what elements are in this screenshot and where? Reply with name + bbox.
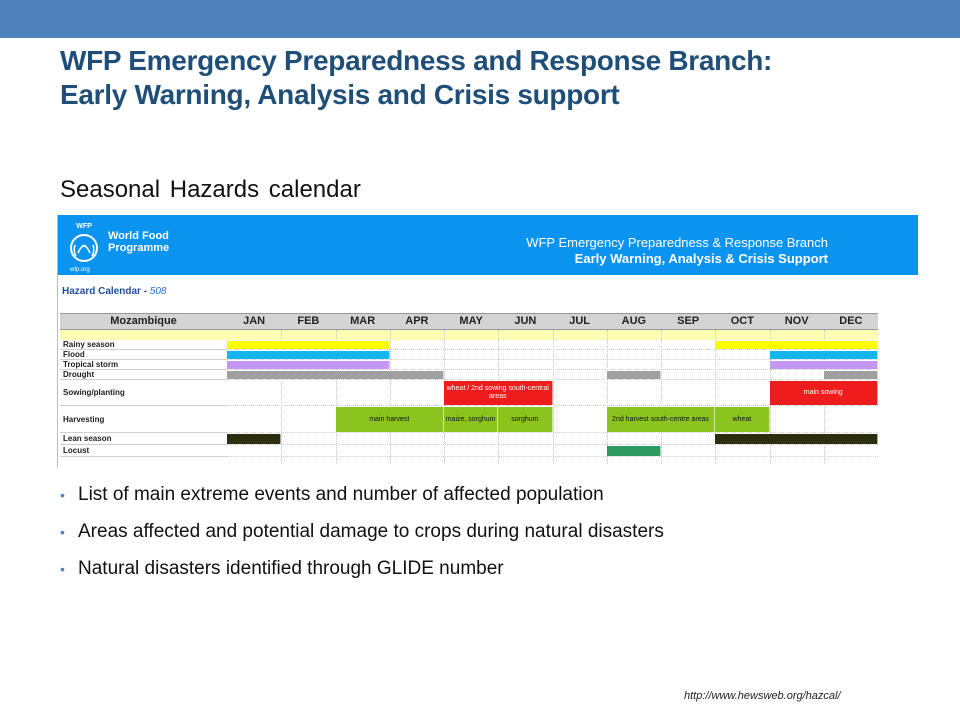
highlight-strip: [60, 330, 878, 340]
month-divider: [715, 330, 717, 464]
row-line: [227, 433, 878, 445]
bullet-dot-icon: •: [60, 561, 65, 577]
month-divider: [552, 330, 554, 464]
row-label-flood: Flood: [60, 350, 227, 360]
calendar-header-row: Mozambique JAN FEB MAR APR MAY JUN JUL AUG SEP OC…: [60, 313, 878, 330]
banner-title: WFP Emergency Preparedness & Response Br…: [526, 235, 828, 250]
row-label-lean-season: Lean season: [60, 433, 227, 445]
month-header-feb: FEB: [297, 315, 320, 327]
row-line: [227, 360, 878, 370]
hazard-bar-tropical-storm: [227, 361, 390, 369]
hazard-bar-harvesting: maize, sorghum: [444, 407, 499, 432]
slide-title-line-1: WFP Emergency Preparedness and Response …: [60, 45, 773, 76]
row-line: [227, 406, 878, 433]
bullet-text: List of main extreme events and number o…: [78, 484, 604, 505]
row-label-locust: Locust: [60, 445, 227, 457]
hazard-bar-sowing-planting: main sowing: [769, 381, 878, 405]
hazard-bar-lean-season: [715, 434, 878, 444]
bullet-text: Natural disasters identified through GLI…: [78, 558, 504, 579]
hazard-calendar-code: 508: [149, 286, 167, 297]
bullet-list: • List of main extreme events and number …: [60, 482, 940, 593]
month-header-sep: SEP: [677, 315, 700, 327]
hazard-bar-harvesting: wheat: [715, 407, 770, 432]
month-header-apr: APR: [405, 315, 429, 327]
banner-subtitle: Early Warning, Analysis & Crisis Support: [574, 251, 828, 266]
bullet-item: • Natural disasters identified through GL…: [60, 556, 940, 593]
wfp-logo-icon: WFP: [70, 223, 98, 262]
hazard-bar-harvesting: main harvest: [335, 407, 444, 432]
country-header: Mozambique: [110, 315, 177, 327]
hazard-bar-locust: [606, 446, 661, 456]
row-line: [227, 380, 878, 406]
row-line: [227, 350, 878, 360]
hazard-calendar-image: WFP World Food Programme wfp.org WFP Eme…: [57, 215, 918, 468]
bullet-item: • Areas affected and potential damage to …: [60, 519, 940, 556]
logo-line-1: World Food: [108, 230, 169, 242]
hazard-bar-drought: [823, 371, 878, 379]
hazard-bar-harvesting: 2nd harvest south-centre areas: [606, 407, 716, 432]
month-header-mar: MAR: [350, 315, 376, 327]
hazard-bar-lean-season: [227, 434, 282, 444]
slide-subtitle: Seasonal Hazards calendar: [60, 176, 361, 203]
slide-title: WFP Emergency Preparedness and Response …: [60, 44, 940, 112]
hazard-bar-rainy-season: [715, 341, 878, 349]
logo-wordmark: World Food Programme: [108, 230, 169, 254]
month-header-may: MAY: [459, 315, 483, 327]
row-label-sowing-planting: Sowing/planting: [60, 380, 227, 406]
slide-title-line-2: Early Warning, Analysis and Crisis suppo…: [60, 79, 620, 110]
month-divider: [389, 330, 391, 464]
month-header-dec: DEC: [839, 315, 863, 327]
row-label-rainy-season: Rainy season: [60, 340, 227, 350]
hazard-bar-drought: [606, 371, 661, 379]
hazard-bar-flood: [227, 351, 390, 359]
month-header-oct: OCT: [730, 315, 754, 327]
month-header-jul: JUL: [569, 315, 591, 327]
bullet-text: Areas affected and potential damage to c…: [78, 521, 664, 542]
bullet-dot-icon: •: [60, 487, 65, 503]
row-line: [227, 445, 878, 457]
month-header-jan: JAN: [243, 315, 266, 327]
logo-line-2: Programme: [108, 242, 170, 254]
calendar-banner: WFP World Food Programme wfp.org WFP Eme…: [58, 215, 918, 275]
hazard-bar-tropical-storm: [769, 361, 878, 369]
hazard-bar-sowing-planting: wheat / 2nd sowing south-central areas: [444, 381, 553, 405]
month-divider: [661, 330, 662, 464]
hazard-calendar-label: Hazard Calendar - 508: [62, 286, 167, 297]
hazard-bar-flood: [769, 351, 878, 359]
month-divider: [335, 330, 337, 464]
hazard-bar-rainy-season: [227, 341, 390, 349]
row-line: [227, 340, 878, 350]
logo-wfp-text: WFP: [76, 223, 92, 230]
month-header-jun: JUN: [514, 315, 537, 327]
source-url-link[interactable]: http://www.hewsweb.org/hazcal/: [684, 690, 841, 702]
month-header-aug: AUG: [621, 315, 647, 327]
month-header-nov: NOV: [784, 315, 809, 327]
top-accent-bar: [0, 0, 960, 38]
hazard-calendar-label-text: Hazard Calendar -: [62, 286, 150, 297]
row-label-drought: Drought: [60, 370, 227, 380]
month-divider: [281, 330, 283, 464]
bullet-dot-icon: •: [60, 524, 65, 540]
row-label-tropical-storm: Tropical storm: [60, 360, 227, 370]
hazard-bar-drought: [227, 371, 444, 379]
row-line: [227, 370, 878, 380]
row-label-harvesting: Harvesting: [60, 406, 227, 433]
bullet-item: • List of main extreme events and number …: [60, 482, 940, 519]
hazard-bar-harvesting: sorghum: [498, 407, 553, 432]
logo-url: wfp.org: [70, 267, 90, 273]
month-divider: [606, 330, 608, 464]
